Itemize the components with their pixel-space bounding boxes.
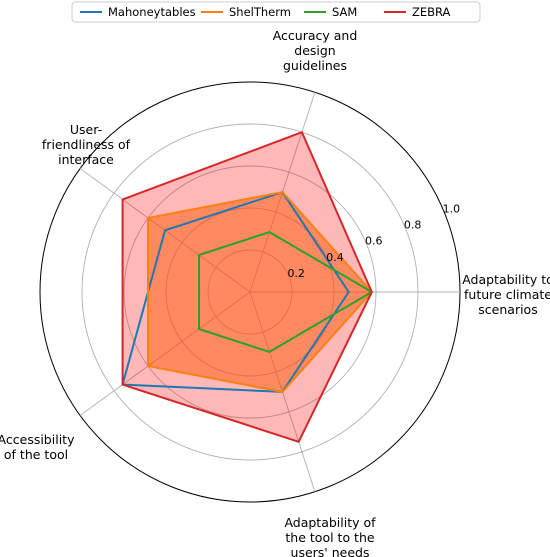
legend-label-2: SAM [332,5,357,19]
radar-series [121,131,373,443]
legend-box [71,1,481,23]
r-tick-label: 1.0 [443,203,461,216]
legend-label-3: ZEBRA [412,5,451,19]
r-tick-label: 0.8 [404,219,422,232]
legend: Mahoneytables ShelTherm SAM ZEBRA [71,1,481,23]
r-tick-label: 0.6 [365,235,383,248]
axis-label-4: Adaptability of the tool to the users' nee… [284,515,376,557]
radial-tick-labels: 0.2 0.4 0.6 0.8 1.0 [287,203,460,280]
r-tick-label: 0.2 [287,267,305,280]
legend-label-0: Mahoneytables [108,5,196,19]
r-tick-label: 0.4 [326,251,344,264]
series-line-3 [121,131,373,443]
axis-label-2: User-friendliness of interface [42,122,131,167]
axis-label-1: Accuracy and design guidelines [273,28,358,73]
series-line-1 [147,191,373,393]
axis-label-0: Adaptability to future climate scenarios [462,272,550,317]
series-line-0 [121,191,350,393]
axis-label-3: Accessibility of the tool [0,432,75,462]
axis-labels: Adaptability to future climate scenarios Ac… [0,28,550,557]
series-fill-3 [122,132,372,442]
series-line-2 [198,231,373,353]
legend-label-1: ShelTherm [229,5,291,19]
